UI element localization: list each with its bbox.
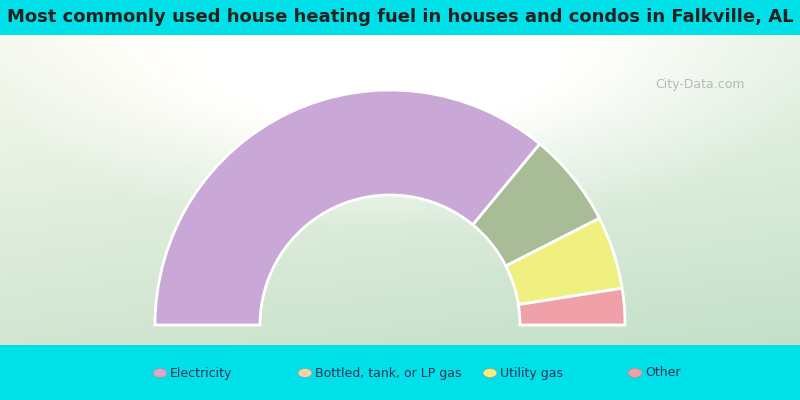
- Text: City-Data.com: City-Data.com: [655, 78, 745, 92]
- Wedge shape: [155, 90, 540, 325]
- Ellipse shape: [628, 368, 642, 378]
- Text: Most commonly used house heating fuel in houses and condos in Falkville, AL: Most commonly used house heating fuel in…: [6, 8, 794, 26]
- Wedge shape: [473, 144, 599, 266]
- Text: Other: Other: [645, 366, 681, 380]
- Wedge shape: [518, 288, 625, 325]
- Ellipse shape: [483, 368, 497, 378]
- Text: Electricity: Electricity: [170, 366, 232, 380]
- Wedge shape: [506, 218, 622, 305]
- Ellipse shape: [298, 368, 312, 378]
- Ellipse shape: [153, 368, 167, 378]
- Text: Utility gas: Utility gas: [500, 366, 563, 380]
- Text: Bottled, tank, or LP gas: Bottled, tank, or LP gas: [315, 366, 462, 380]
